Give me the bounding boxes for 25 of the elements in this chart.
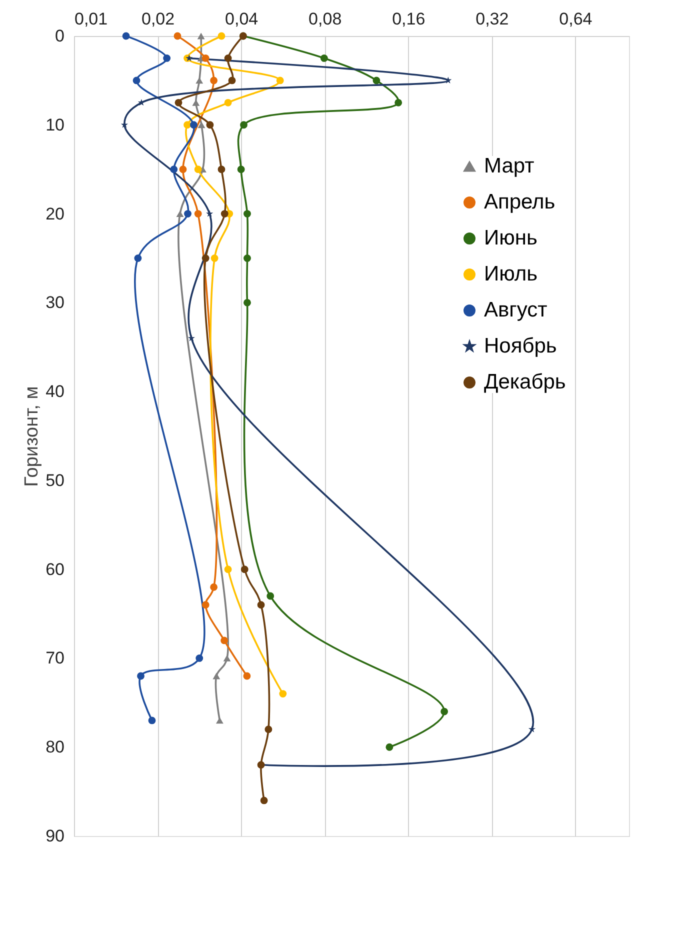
y-tick-label: 60 bbox=[46, 560, 64, 579]
legend-label: Апрель bbox=[484, 190, 556, 214]
y-tick-label: 50 bbox=[46, 470, 64, 490]
legend-label: Март bbox=[484, 154, 535, 178]
x-tick-label: 0,64 bbox=[559, 10, 592, 28]
y-tick-label: 30 bbox=[46, 293, 64, 312]
y-tick-label: 80 bbox=[46, 738, 64, 757]
legend-label: Июль bbox=[484, 262, 538, 286]
x-tick-label: 0,01 bbox=[74, 10, 108, 28]
x-tick-label: 0,04 bbox=[225, 10, 258, 28]
x-tick-label: 0,32 bbox=[476, 10, 509, 28]
x-tick-label: 0,02 bbox=[141, 10, 175, 28]
legend-label: Ноябрь bbox=[484, 334, 557, 358]
legend-label: Июнь bbox=[484, 226, 538, 250]
y-tick-label: 40 bbox=[46, 382, 64, 402]
y-tick-label: 20 bbox=[46, 204, 64, 224]
legend-label: Август bbox=[484, 298, 548, 322]
y-axis-title: Горизонт, м bbox=[22, 386, 43, 487]
x-tick-label: 0,08 bbox=[308, 10, 342, 28]
x-tick-label: 0,16 bbox=[392, 10, 426, 28]
y-tick-label: 90 bbox=[46, 826, 64, 846]
y-tick-label: 10 bbox=[46, 115, 64, 134]
legend-label: Декабрь bbox=[484, 370, 566, 394]
y-tick-label: 0 bbox=[55, 26, 64, 46]
y-tick-label: 70 bbox=[46, 648, 64, 668]
